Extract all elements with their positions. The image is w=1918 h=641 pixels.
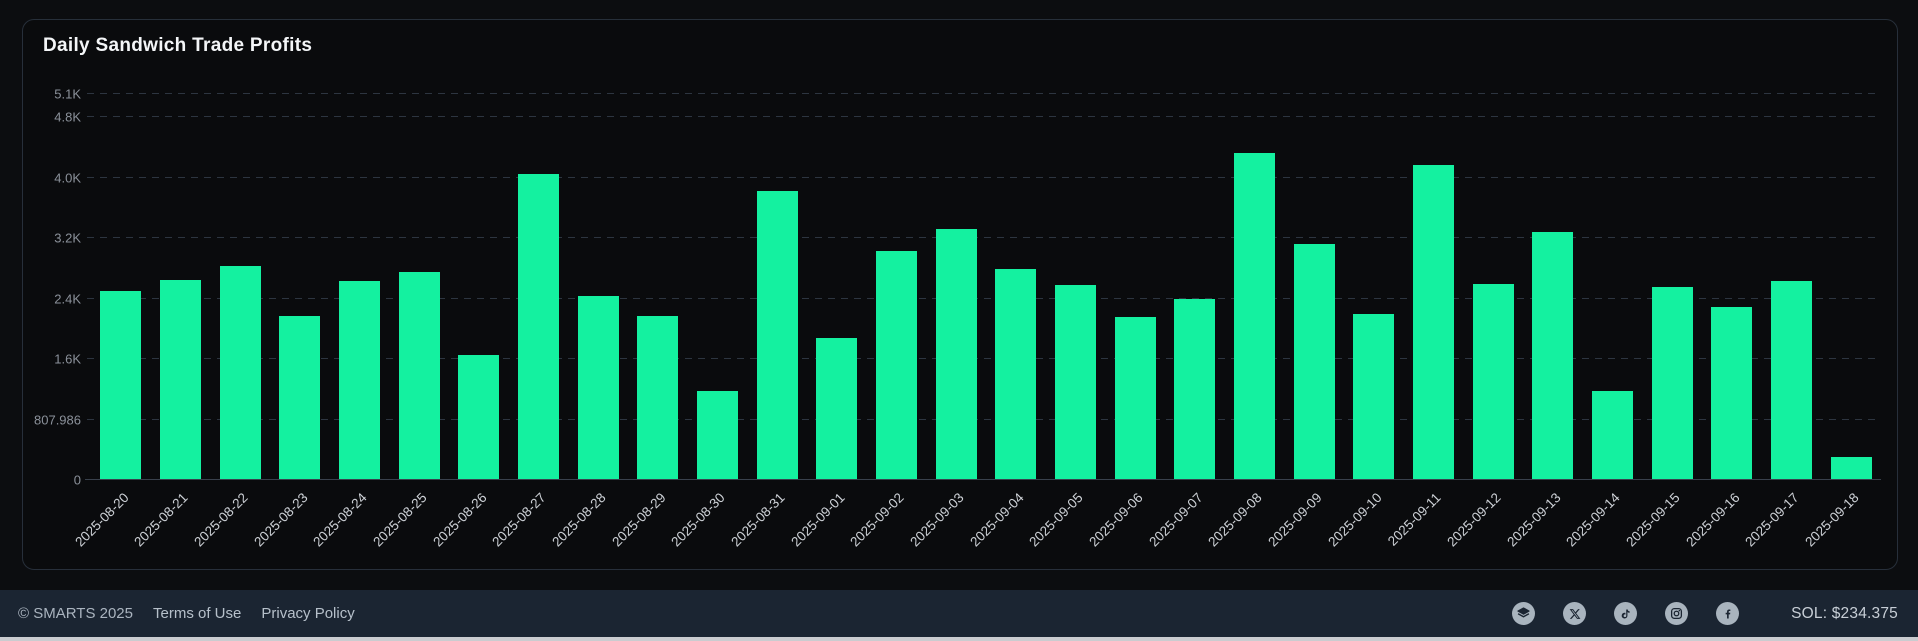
terms-of-use-link[interactable]: Terms of Use [153,605,242,622]
sol-price: SOL: $234.375 [1791,604,1898,622]
bar-2025-09-16[interactable] [1711,306,1753,479]
gridline [87,358,1881,360]
x-axis-label: 2025-09-07 [1146,490,1206,550]
facebook-icon[interactable] [1716,602,1740,625]
bar-2025-08-24[interactable] [339,280,380,479]
x-axis-label: 2025-08-24 [310,490,371,550]
bar-2025-09-11[interactable] [1413,165,1454,479]
chart-card: Daily Sandwich Trade Profits 0 807.986 1.6… [22,19,1898,570]
x-axis-label: 2025-09-06 [1086,490,1146,550]
bar-2025-09-17[interactable] [1771,281,1812,479]
bar-2025-08-30[interactable] [697,391,738,479]
y-axis-label: 5.1K [54,86,81,102]
bar-2025-08-22[interactable] [219,266,261,479]
bar-2025-09-08[interactable] [1234,153,1275,479]
x-axis-label: 2025-09-04 [967,490,1027,550]
y-axis-label: 0 [73,472,81,488]
x-axis-label: 2025-09-10 [1325,490,1385,550]
x-axis-label: 2025-09-09 [1265,490,1325,550]
y-axis-label: 3.2K [54,230,81,246]
bar-2025-08-20[interactable] [100,291,142,479]
gridline [87,418,1881,420]
privacy-policy-link[interactable]: Privacy Policy [261,605,355,622]
y-axis-label: 2.4K [54,291,81,307]
bar-2025-09-18[interactable] [1830,457,1872,479]
bar-2025-08-31[interactable] [756,190,798,479]
x-axis-label: 2025-08-31 [728,490,788,550]
bar-2025-08-28[interactable] [577,295,619,479]
x-axis-label: 2025-09-15 [1623,490,1683,550]
social-links [1512,602,1740,625]
gridline [87,237,1881,239]
x-axis-label: 2025-09-16 [1683,490,1743,550]
x-axis-label: 2025-08-25 [370,490,430,550]
x-axis-label: 2025-09-02 [847,490,908,550]
bar-2025-09-10[interactable] [1353,314,1395,479]
footer: © SMARTS 2025 Terms of Use Privacy Polic… [0,590,1918,637]
x-axis-label: 2025-08-23 [251,490,311,550]
bar-2025-09-12[interactable] [1472,284,1514,479]
gridline [87,93,1881,95]
x-axis-label: 2025-08-27 [489,490,550,550]
y-axis-label: 4.0K [54,170,81,186]
chart-title: Daily Sandwich Trade Profits [43,35,313,56]
substack-layers-icon[interactable] [1512,602,1536,625]
x-axis-label: 2025-09-11 [1385,490,1445,549]
footer-left: © SMARTS 2025 Terms of Use Privacy Polic… [18,605,355,622]
bar-2025-08-29[interactable] [637,315,679,479]
bar-2025-09-15[interactable] [1651,286,1693,479]
bar-2025-09-13[interactable] [1532,231,1574,479]
bar-2025-08-21[interactable] [160,279,201,479]
y-axis-label: 807.986 [34,412,81,428]
bar-2025-08-23[interactable] [279,315,321,479]
tiktok-icon[interactable] [1614,602,1638,625]
bottom-edge-strip [0,637,1918,641]
x-axis-label: 2025-09-05 [1026,490,1087,550]
bar-2025-09-09[interactable] [1293,243,1335,479]
y-axis-label: 4.8K [54,109,81,125]
x-axis-label: 2025-09-14 [1563,490,1624,550]
bar-2025-09-14[interactable] [1592,390,1633,479]
copyright-text: © SMARTS 2025 [18,605,133,622]
x-axis-label: 2025-08-22 [191,490,251,550]
x-axis-label: 2025-09-18 [1802,490,1862,550]
bar-2025-08-25[interactable] [398,271,440,479]
bar-2025-09-02[interactable] [876,251,917,479]
gridline [87,116,1881,118]
x-axis-label: 2025-08-28 [549,490,609,550]
x-axis-label: 2025-08-29 [609,490,669,550]
x-axis-label: 2025-09-08 [1205,490,1266,550]
bar-2025-09-07[interactable] [1174,299,1216,479]
bar-2025-09-05[interactable] [1055,285,1096,479]
bar-2025-08-26[interactable] [458,354,500,479]
bar-2025-09-04[interactable] [995,269,1037,479]
plot-area: 0 807.986 1.6K 2.4K 3.2K 4.0K 4.8K 5.1K 2025-08-… [34,76,1881,549]
x-axis-label: 2025-08-20 [72,490,132,550]
y-axis-label: 1.6K [54,351,81,367]
x-icon[interactable] [1563,602,1587,625]
x-axis-label: 2025-09-12 [1444,490,1504,550]
bar-2025-09-06[interactable] [1114,317,1156,479]
bar-2025-09-03[interactable] [935,228,977,479]
bar-2025-09-01[interactable] [816,337,858,479]
footer-right: SOL: $234.375 [1512,602,1898,625]
gridline [87,176,1881,178]
bar-2025-08-27[interactable] [518,173,559,479]
instagram-icon[interactable] [1665,602,1689,625]
gridline [87,297,1881,299]
x-axis-line [85,479,1881,480]
x-axis-label: 2025-08-26 [430,490,490,550]
x-axis-label: 2025-09-01 [788,490,848,550]
x-axis-label: 2025-09-03 [907,490,967,550]
x-axis-label: 2025-09-17 [1742,490,1803,550]
x-axis-label: 2025-09-13 [1504,490,1564,550]
x-axis-label: 2025-08-21 [131,490,192,550]
x-axis-label: 2025-08-30 [668,490,729,550]
